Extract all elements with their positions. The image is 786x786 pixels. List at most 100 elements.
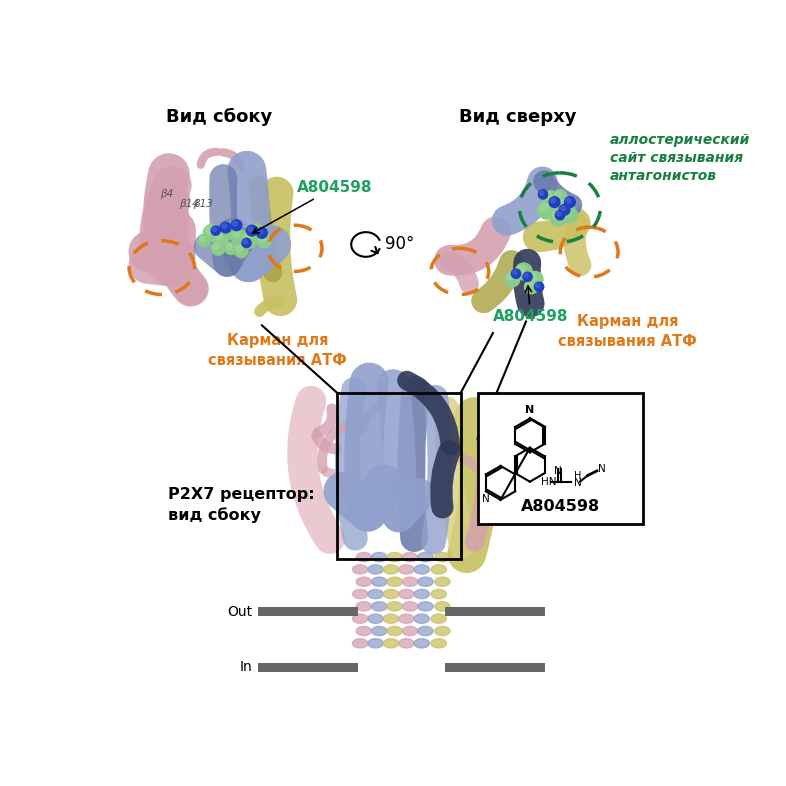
Ellipse shape — [402, 553, 418, 562]
Text: β14: β14 — [179, 200, 199, 209]
Ellipse shape — [387, 602, 402, 611]
FancyArrowPatch shape — [457, 457, 485, 484]
Circle shape — [512, 269, 520, 278]
Text: H: H — [574, 471, 581, 480]
FancyArrowPatch shape — [441, 451, 450, 508]
Ellipse shape — [352, 590, 368, 599]
Ellipse shape — [356, 626, 372, 636]
FancyArrowPatch shape — [259, 302, 278, 311]
Ellipse shape — [368, 614, 384, 623]
Ellipse shape — [435, 577, 450, 586]
Circle shape — [534, 282, 544, 292]
Bar — [337, 393, 461, 559]
Ellipse shape — [352, 639, 368, 648]
Circle shape — [213, 243, 219, 249]
FancyArrowPatch shape — [450, 261, 469, 284]
Circle shape — [549, 196, 560, 208]
Text: 90°: 90° — [385, 236, 414, 253]
Circle shape — [250, 224, 263, 237]
FancyArrowPatch shape — [233, 171, 272, 263]
Circle shape — [553, 211, 560, 219]
Circle shape — [258, 229, 263, 234]
Ellipse shape — [372, 553, 387, 562]
Circle shape — [543, 190, 558, 206]
Circle shape — [226, 244, 232, 249]
Circle shape — [506, 274, 513, 281]
Circle shape — [540, 191, 544, 195]
Circle shape — [524, 274, 528, 277]
Text: N: N — [574, 478, 582, 488]
Circle shape — [538, 200, 556, 219]
Ellipse shape — [402, 602, 418, 611]
Circle shape — [211, 241, 225, 255]
Circle shape — [236, 245, 242, 252]
Circle shape — [214, 230, 229, 246]
Circle shape — [564, 210, 571, 216]
FancyArrowPatch shape — [538, 223, 575, 237]
Text: Карман для
связывания АТФ: Карман для связывания АТФ — [208, 333, 347, 368]
Circle shape — [516, 263, 532, 280]
Ellipse shape — [418, 553, 433, 562]
Circle shape — [220, 222, 231, 233]
Ellipse shape — [352, 614, 368, 623]
FancyArrowPatch shape — [167, 201, 191, 288]
FancyArrowPatch shape — [208, 178, 241, 263]
Circle shape — [204, 225, 220, 241]
Circle shape — [517, 265, 525, 273]
FancyArrowPatch shape — [433, 398, 440, 542]
Ellipse shape — [372, 577, 387, 586]
Ellipse shape — [387, 626, 402, 636]
Ellipse shape — [414, 614, 429, 623]
Circle shape — [243, 235, 250, 242]
Circle shape — [215, 233, 222, 240]
FancyArrowPatch shape — [446, 409, 461, 546]
Ellipse shape — [384, 565, 399, 574]
Ellipse shape — [384, 639, 399, 648]
FancyArrowPatch shape — [362, 403, 383, 431]
Ellipse shape — [372, 602, 387, 611]
Ellipse shape — [368, 590, 384, 599]
Circle shape — [212, 227, 216, 231]
FancyArrowPatch shape — [149, 174, 175, 256]
FancyArrowPatch shape — [259, 185, 273, 273]
Circle shape — [550, 209, 567, 226]
FancyArrowPatch shape — [317, 435, 336, 449]
Text: β4: β4 — [160, 189, 174, 200]
Ellipse shape — [399, 565, 414, 574]
Text: A804598: A804598 — [493, 286, 568, 325]
Circle shape — [243, 240, 248, 244]
FancyArrowPatch shape — [222, 152, 242, 169]
Text: N: N — [525, 406, 534, 416]
FancyArrowPatch shape — [148, 185, 172, 266]
Ellipse shape — [414, 590, 429, 599]
Circle shape — [505, 271, 520, 287]
Ellipse shape — [387, 553, 402, 562]
Ellipse shape — [402, 626, 418, 636]
FancyArrowPatch shape — [450, 232, 496, 260]
Bar — [258, 607, 358, 616]
FancyArrowPatch shape — [527, 263, 531, 303]
Text: аллостерический
сайт связывания
антагонистов: аллостерический сайт связывания антагони… — [610, 133, 751, 182]
Circle shape — [247, 226, 257, 236]
Circle shape — [248, 226, 253, 232]
Ellipse shape — [418, 626, 433, 636]
Circle shape — [545, 193, 552, 200]
Ellipse shape — [431, 565, 446, 574]
Text: Карман для
связывания АТФ: Карман для связывания АТФ — [558, 314, 697, 348]
Circle shape — [536, 284, 540, 288]
Circle shape — [233, 222, 237, 226]
Circle shape — [560, 200, 567, 208]
Circle shape — [241, 233, 256, 248]
Ellipse shape — [352, 565, 368, 574]
Text: HN: HN — [542, 476, 557, 487]
Circle shape — [234, 244, 248, 258]
Circle shape — [233, 231, 241, 238]
FancyArrowPatch shape — [382, 386, 418, 516]
Circle shape — [222, 223, 226, 229]
Circle shape — [566, 198, 571, 203]
Circle shape — [200, 236, 205, 241]
Ellipse shape — [431, 590, 446, 599]
Ellipse shape — [372, 626, 387, 636]
FancyArrowPatch shape — [326, 472, 346, 492]
FancyArrowPatch shape — [200, 152, 217, 165]
